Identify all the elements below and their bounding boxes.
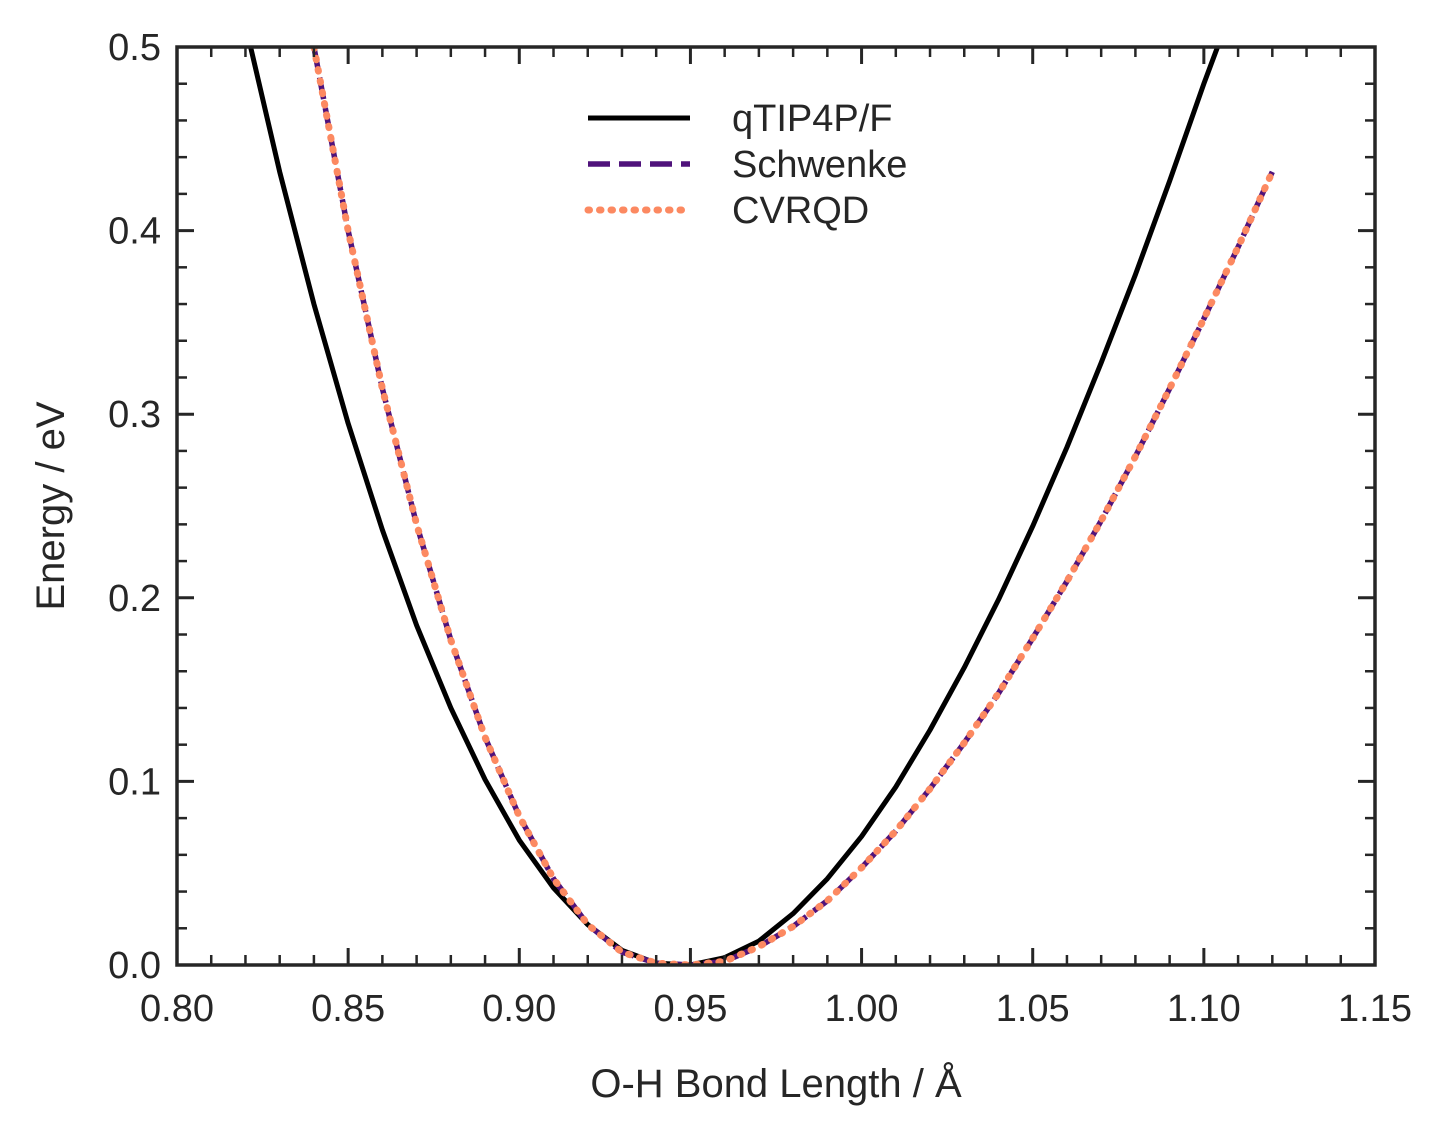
plot-frame xyxy=(175,45,1377,967)
y-tick-label: 0.2 xyxy=(108,578,161,620)
x-tick-label: 1.10 xyxy=(1167,988,1241,1030)
y-tick-label: 0.1 xyxy=(108,761,161,803)
x-tick-label: 1.00 xyxy=(825,988,899,1030)
series-layer xyxy=(248,47,1276,965)
x-tick-label: 0.90 xyxy=(482,988,556,1030)
x-tick-label: 0.85 xyxy=(311,988,385,1030)
y-axis-label: Energy / eV xyxy=(29,401,73,610)
series-line-qtip4p-f xyxy=(248,47,1221,965)
legend-label: Schwenke xyxy=(732,144,907,186)
x-tick-label: 0.95 xyxy=(653,988,727,1030)
x-axis-label: O-H Bond Length / Å xyxy=(590,1061,962,1106)
legend-label: qTIP4P/F xyxy=(732,98,893,140)
y-tick-label: 0.5 xyxy=(108,27,161,69)
y-tick-label: 0.3 xyxy=(108,394,161,436)
y-tick-label: 0.0 xyxy=(108,945,161,987)
legend-label: CVRQD xyxy=(732,190,869,232)
x-tick-label: 0.80 xyxy=(140,988,214,1030)
y-tick-label: 0.4 xyxy=(108,211,161,253)
x-tick-label: 1.15 xyxy=(1338,988,1412,1030)
series-line-cvrqd xyxy=(310,47,1276,965)
x-tick-label: 1.05 xyxy=(996,988,1070,1030)
labels-layer: 0.80 0.85 0.90 0.95 1.00 1.05 1.10 1.15 0.0 0.1 0.… xyxy=(108,27,1412,1030)
